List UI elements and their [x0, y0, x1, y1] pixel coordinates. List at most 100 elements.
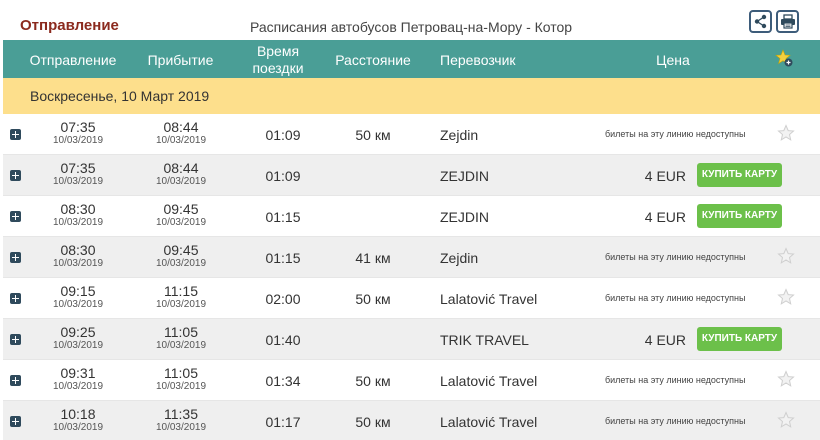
price: 4 EUR: [644, 168, 686, 184]
tickets-unavailable-text: билеты на эту линию недоступны: [605, 416, 746, 426]
price: 4 EUR: [644, 332, 686, 348]
distance: 50 км: [355, 291, 391, 307]
column-price[interactable]: Цена: [656, 52, 690, 68]
buy-ticket-button[interactable]: КУПИТЬ КАРТУ: [697, 204, 782, 228]
duration: 01:40: [265, 332, 301, 348]
arrival-time: 11:15: [164, 283, 198, 299]
departure-date: 10/03/2019: [52, 135, 104, 146]
arrival-time: 08:44: [163, 119, 199, 135]
table-row[interactable]: 09:15 10/03/2019 11:15 10/03/2019 02:00 50 км…: [3, 278, 820, 319]
column-distance[interactable]: Расстояние: [335, 52, 411, 68]
print-button[interactable]: [776, 10, 799, 33]
table-row[interactable]: 09:25 10/03/2019 11:05 10/03/2019 01:40 TRIK …: [3, 319, 820, 360]
section-title: Отправление: [20, 17, 119, 34]
tickets-unavailable-text: билеты на эту линию недоступны: [605, 129, 746, 139]
departure-date: 10/03/2019: [52, 176, 104, 187]
arrival-date: 10/03/2019: [155, 381, 207, 392]
star-icon[interactable]: [777, 288, 795, 306]
schedule-rows: 07:35 10/03/2019 08:44 10/03/2019 01:09 50 км…: [3, 114, 820, 440]
arrival-time: 09:45: [163, 201, 199, 217]
table-row[interactable]: 08:30 10/03/2019 09:45 10/03/2019 01:15 ZEJDI…: [3, 196, 820, 237]
arrival-date: 10/03/2019: [155, 422, 207, 433]
carrier-name: Zejdin: [440, 127, 479, 143]
expand-icon[interactable]: [10, 334, 21, 345]
column-arrival[interactable]: Прибытие: [147, 52, 214, 68]
print-icon: [780, 14, 795, 29]
arrival-cell: 11:35 10/03/2019: [131, 401, 231, 433]
column-duration[interactable]: Время поездки: [243, 43, 313, 77]
arrival-cell: 08:44 10/03/2019: [131, 114, 231, 146]
duration: 01:09: [265, 168, 301, 184]
table-row[interactable]: 07:35 10/03/2019 08:44 10/03/2019 01:09 50 км…: [3, 114, 820, 155]
arrival-time: 11:05: [164, 324, 198, 340]
expand-icon[interactable]: [10, 252, 21, 263]
duration: 01:17: [265, 414, 301, 430]
star-icon[interactable]: [777, 247, 795, 265]
carrier-name: Lalatović Travel: [440, 373, 538, 389]
buy-ticket-button[interactable]: КУПИТЬ КАРТУ: [697, 163, 782, 187]
arrival-time: 09:45: [163, 242, 199, 258]
arrival-cell: 11:15 10/03/2019: [131, 278, 231, 310]
table-row[interactable]: 09:31 10/03/2019 11:05 10/03/2019 01:34 50 км…: [3, 360, 820, 401]
column-departure[interactable]: Отправление: [29, 52, 117, 68]
departure-time: 09:25: [60, 324, 96, 340]
arrival-date: 10/03/2019: [155, 135, 207, 146]
duration: 01:09: [265, 127, 301, 143]
star-icon[interactable]: [777, 411, 795, 429]
expand-icon[interactable]: [10, 416, 21, 427]
table-row[interactable]: 08:30 10/03/2019 09:45 10/03/2019 01:15 41 км…: [3, 237, 820, 278]
expand-icon[interactable]: [10, 170, 21, 181]
duration: 01:15: [265, 250, 301, 266]
departure-cell: 08:30 10/03/2019: [28, 237, 128, 269]
day-label: Воскресенье, 10 Март 2019: [30, 88, 210, 104]
duration: 01:15: [265, 209, 301, 225]
departure-cell: 10:18 10/03/2019: [28, 401, 128, 433]
table-row[interactable]: 10:18 10/03/2019 11:35 10/03/2019 01:17 50 км…: [3, 401, 820, 440]
departure-cell: 07:35 10/03/2019: [28, 155, 128, 187]
expand-icon[interactable]: [10, 129, 21, 140]
distance: 50 км: [355, 127, 391, 143]
expand-icon[interactable]: [10, 293, 21, 304]
arrival-cell: 09:45 10/03/2019: [131, 237, 231, 269]
arrival-time: 11:05: [164, 365, 198, 381]
departure-time: 09:31: [60, 365, 96, 381]
departure-cell: 09:25 10/03/2019: [28, 319, 128, 351]
arrival-date: 10/03/2019: [155, 258, 207, 269]
departure-date: 10/03/2019: [52, 381, 104, 392]
buy-ticket-button[interactable]: КУПИТЬ КАРТУ: [697, 327, 782, 351]
table-row[interactable]: 07:35 10/03/2019 08:44 10/03/2019 01:09 ZEJDI…: [3, 155, 820, 196]
departure-cell: 09:15 10/03/2019: [28, 278, 128, 310]
star-icon[interactable]: [777, 370, 795, 388]
share-icon: [754, 14, 767, 29]
departure-time: 08:30: [60, 242, 96, 258]
carrier-name: Zejdin: [440, 250, 479, 266]
share-button[interactable]: [749, 10, 772, 33]
distance: 41 км: [355, 250, 391, 266]
departure-time: 07:35: [60, 160, 96, 176]
arrival-cell: 11:05 10/03/2019: [131, 360, 231, 392]
column-carrier[interactable]: Перевозчик: [440, 52, 516, 68]
arrival-cell: 11:05 10/03/2019: [131, 319, 231, 351]
arrival-date: 10/03/2019: [155, 217, 207, 228]
tickets-unavailable-text: билеты на эту линию недоступны: [605, 293, 746, 303]
departure-time: 08:30: [60, 201, 96, 217]
schedule-table: Отправление Прибытие Время поездки Расст…: [3, 40, 820, 440]
carrier-name: ZEJDIN: [440, 209, 489, 225]
star-icon[interactable]: [777, 124, 795, 142]
top-bar: Отправление Расписания автобусов Петрова…: [0, 0, 820, 40]
arrival-cell: 08:44 10/03/2019: [131, 155, 231, 187]
departure-time: 07:35: [60, 119, 96, 135]
table-header: Отправление Прибытие Время поездки Расст…: [3, 40, 820, 78]
departure-date: 10/03/2019: [52, 258, 104, 269]
departure-date: 10/03/2019: [52, 217, 104, 228]
expand-icon[interactable]: [10, 211, 21, 222]
arrival-date: 10/03/2019: [155, 340, 207, 351]
expand-icon[interactable]: [10, 375, 21, 386]
tickets-unavailable-text: билеты на эту линию недоступны: [605, 375, 746, 385]
departure-time: 10:18: [60, 406, 96, 422]
departure-cell: 07:35 10/03/2019: [28, 114, 128, 146]
arrival-date: 10/03/2019: [155, 299, 207, 310]
carrier-name: ZEJDIN: [440, 168, 489, 184]
star-add-icon[interactable]: [775, 49, 793, 70]
arrival-cell: 09:45 10/03/2019: [131, 196, 231, 228]
